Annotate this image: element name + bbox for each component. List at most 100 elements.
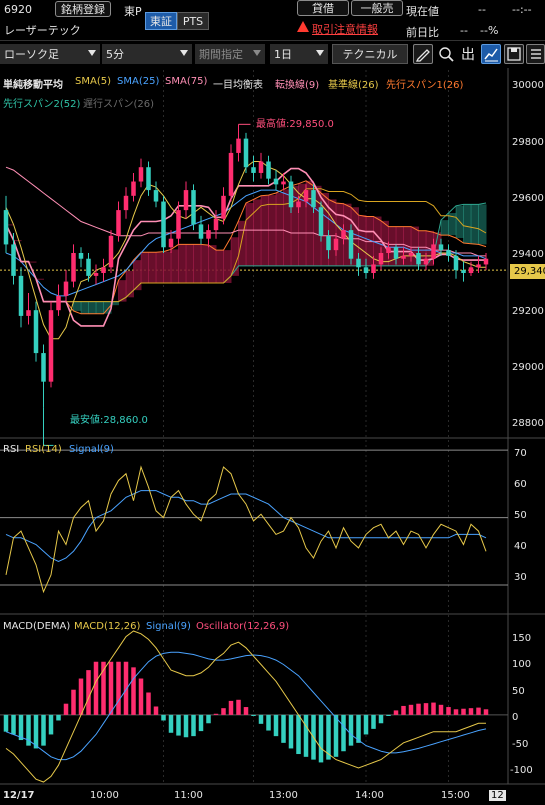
ichimoku-cloud-segment — [238, 220, 247, 266]
ichimoku-cloud-segment — [141, 252, 149, 284]
list-icon[interactable] — [526, 44, 545, 64]
oscillator-bar — [401, 705, 406, 715]
candle-body — [281, 181, 286, 185]
zoom-in-icon[interactable] — [436, 44, 456, 64]
time-tick: 11:00 — [174, 790, 203, 801]
candle-body — [348, 230, 354, 259]
ichimoku-cloud-segment — [253, 199, 262, 266]
sma75-legend: SMA(75) — [165, 76, 208, 87]
candle-body — [198, 224, 204, 239]
oscillator-bar — [288, 714, 294, 749]
price-tick: 29000 — [512, 362, 544, 373]
oscillator-bar — [146, 692, 151, 715]
period-select[interactable]: 期間指定 — [195, 44, 265, 64]
ichimoku-cloud-segment — [193, 244, 202, 284]
chart-type-icon[interactable] — [481, 44, 501, 64]
ichimoku-cloud-segment — [448, 212, 457, 236]
tab-tse[interactable]: 東証 — [145, 12, 177, 30]
oscillator-bar — [371, 714, 376, 729]
tab-pts[interactable]: PTS — [177, 12, 209, 30]
high-price-label: 最高値:29,850.0 — [256, 119, 334, 130]
sma25-legend: SMA(25) — [117, 76, 160, 87]
ichimoku-cloud-segment — [366, 216, 374, 266]
candle-body — [356, 258, 361, 268]
chart-type-select[interactable]: ローソク足 — [0, 44, 100, 64]
oscillator-bar — [48, 714, 54, 735]
ichimoku-cloud-segment — [133, 260, 142, 291]
chevron-down-icon — [88, 50, 96, 56]
sma5-line — [5, 161, 486, 340]
candle-body — [371, 264, 376, 274]
ichimoku-cloud-segment — [36, 278, 44, 280]
ichimoku-cloud-segment — [148, 252, 157, 284]
register-button[interactable]: 銘柄登録 — [55, 1, 111, 17]
oscillator-bar — [273, 714, 279, 737]
oscillator-bar — [183, 714, 189, 738]
general-sell-button[interactable]: 一般売 — [351, 0, 403, 16]
ichimoku-cloud-segment — [223, 250, 232, 284]
oscillator-bar — [153, 706, 159, 715]
candle-body — [138, 167, 144, 182]
rsi-tick: 30 — [514, 572, 527, 583]
time-end-label: 12 — [489, 790, 506, 801]
candle-body — [161, 201, 166, 248]
oscillator-bar — [431, 702, 436, 715]
oscillator-bar — [393, 710, 399, 715]
zoom-out-icon[interactable]: 出 — [458, 44, 478, 64]
oscillator-bar — [416, 703, 421, 715]
ichimoku-cloud-segment — [126, 270, 134, 298]
candle-body — [288, 181, 294, 208]
oscillator-bar — [56, 714, 61, 721]
macd-tick: 100 — [512, 659, 532, 670]
ichimoku-cloud-segment — [88, 301, 97, 314]
candle-body — [213, 218, 219, 231]
candle-body — [438, 244, 444, 251]
ichimoku-cloud-segment — [246, 202, 254, 266]
ichimoku-cloud-segment — [463, 204, 472, 243]
macd-signal-line — [5, 651, 487, 761]
candle-body — [408, 253, 414, 256]
ichimoku-cloud-segment — [456, 205, 464, 238]
rsi-tick: 40 — [514, 541, 527, 552]
ichimoku-cloud-segment — [171, 249, 179, 284]
rsi-legend: RSI(14) — [25, 444, 62, 455]
interval-select[interactable]: 5分 — [102, 44, 192, 64]
ma-title: 単純移動平均 — [3, 80, 63, 91]
chikou-legend: 遅行スパン(26) — [83, 99, 155, 110]
period-value: 期間指定 — [199, 48, 243, 61]
ichimoku-cloud-segment — [216, 250, 224, 284]
chart-type-value: ローソク足 — [4, 48, 59, 61]
oscillator-bar — [303, 714, 309, 757]
kijun-line — [5, 188, 487, 303]
pencil-icon[interactable] — [413, 44, 433, 64]
oscillator-bar — [483, 709, 489, 715]
technical-button[interactable]: テクニカル — [332, 44, 408, 64]
oscillator-bar — [101, 661, 106, 715]
range-select[interactable]: 1日 — [270, 44, 328, 64]
price-tick: 29600 — [512, 193, 544, 204]
candle-body — [93, 273, 99, 276]
sma25-line — [5, 189, 487, 297]
credit-button[interactable]: 貸借 — [297, 0, 349, 16]
interval-value: 5分 — [106, 48, 124, 61]
ichimoku-cloud-segment — [13, 240, 22, 242]
candle-body — [446, 250, 451, 256]
warning-link[interactable]: 取引注意情報 — [312, 23, 378, 36]
candle-body — [11, 244, 16, 276]
ichimoku-cloud-segment — [66, 301, 74, 303]
market-label: 東P — [124, 5, 142, 18]
chevron-down-icon — [180, 50, 188, 56]
oscillator-bar — [198, 714, 204, 732]
ichimoku-cloud-segment — [156, 252, 164, 284]
ichimoku-cloud-segment — [186, 244, 194, 284]
oscillator-bar — [213, 713, 219, 715]
macd-tick: 150 — [512, 633, 532, 644]
stock-code: 6920 — [4, 3, 32, 16]
oscillator-bar — [161, 714, 166, 721]
candle-body — [378, 253, 384, 265]
rsi-tick: 60 — [514, 479, 527, 490]
price-tick: 29800 — [512, 137, 544, 148]
sma5-legend: SMA(5) — [75, 76, 111, 87]
save-icon[interactable] — [504, 44, 524, 64]
ichimoku-cloud-segment — [403, 226, 412, 266]
